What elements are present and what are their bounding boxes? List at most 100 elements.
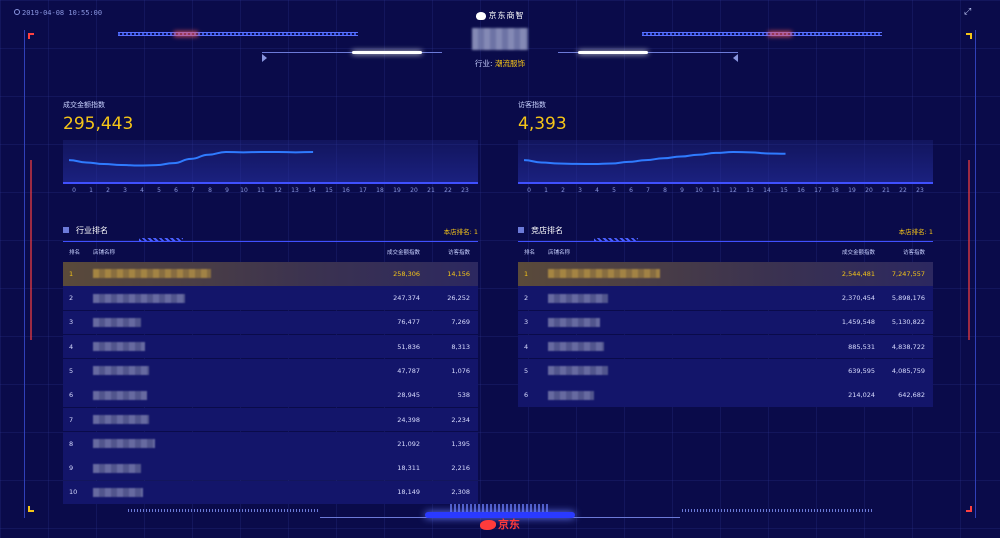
amount-cell: 639,595	[848, 366, 875, 375]
brand-logo-icon	[475, 11, 486, 20]
col-amount: 成交金额指数	[386, 250, 420, 256]
table-row[interactable]: 8 21,092 1,395	[63, 432, 478, 456]
table-row[interactable]: 9 18,311 2,216	[63, 456, 478, 480]
amount-cell: 258,306	[393, 269, 420, 278]
table-row[interactable]: 5 47,787 1,076	[63, 359, 478, 383]
hour-tick: 1	[89, 187, 93, 194]
amount-cell: 18,311	[397, 464, 420, 473]
fullscreen-icon[interactable]: ⤢	[964, 7, 972, 17]
amount-cell: 247,374	[393, 294, 420, 303]
visitors-cell: 2,216	[451, 464, 470, 473]
shop-name-blurred	[548, 366, 608, 376]
corner-decoration	[28, 506, 34, 512]
amount-cell: 21,092	[397, 439, 420, 448]
hour-tick: 11	[257, 187, 265, 194]
shop-name-cell	[548, 366, 791, 376]
side-accent	[30, 160, 33, 340]
square-icon	[63, 227, 69, 233]
shop-name-cell	[548, 293, 791, 303]
shop-name-cell	[93, 342, 336, 352]
shop-name-blurred	[93, 415, 149, 425]
footer-wing	[540, 506, 680, 518]
hour-tick: 17	[814, 187, 822, 194]
table-row[interactable]: 4 51,836 8,313	[63, 334, 478, 359]
timestamp: 2019-04-08 10:55:00	[22, 9, 103, 17]
table-row[interactable]: 1 2,544,481 7,247,557	[518, 262, 933, 286]
hour-tick: 23	[461, 187, 469, 194]
shop-name-blurred	[548, 342, 604, 352]
table-row[interactable]: 7 24,398 2,234	[63, 407, 478, 432]
table-row[interactable]: 1 258,306 14,156	[63, 262, 478, 286]
hour-tick: 8	[208, 187, 212, 194]
shop-name-cell	[548, 342, 791, 352]
corner-decoration	[28, 33, 34, 39]
hour-tick: 9	[225, 187, 229, 194]
rank-cell: 6	[69, 391, 74, 400]
hour-tick: 19	[848, 187, 856, 194]
col-visitors: 访客指数	[447, 250, 470, 256]
shop-name-blurred	[93, 293, 185, 303]
table-row[interactable]: 4 885,531 4,838,722	[518, 334, 933, 359]
rank-cell: 3	[69, 318, 74, 327]
hour-tick: 8	[663, 187, 667, 194]
rank-cell: 1	[69, 269, 74, 278]
col-rank: 排名	[69, 250, 81, 256]
footer: 京东	[0, 498, 1000, 538]
header-wing-left	[262, 51, 442, 70]
amount-cell: 47,787	[397, 366, 420, 375]
amount-cell: 1,459,548	[841, 318, 875, 327]
rank-cell: 2	[524, 294, 529, 303]
visitors-cell: 14,156	[447, 269, 470, 278]
hour-tick: 19	[393, 187, 401, 194]
industry-label: 行业:	[475, 59, 493, 68]
competitor-rank-table: 竞店排名 本店排名: 1 排名 店铺名称 成交金额指数 访客指数 1 2,544,…	[518, 222, 933, 408]
table-row[interactable]: 3 1,459,548 5,130,822	[518, 310, 933, 335]
table-header: 排名 店铺名称 成交金额指数 访客指数	[518, 242, 933, 262]
outer-frame	[24, 30, 976, 518]
amount-trend-svg	[68, 150, 314, 167]
shop-name-blurred	[93, 317, 141, 327]
visitors-cell: 4,085,759	[891, 366, 925, 375]
visitors-cell: 5,898,176	[891, 294, 925, 303]
shop-name-blurred	[93, 487, 143, 497]
shop-name-cell	[548, 390, 791, 400]
table-row[interactable]: 3 76,477 7,269	[63, 310, 478, 335]
hour-tick: 2	[561, 187, 565, 194]
shop-name-cell	[93, 415, 336, 425]
visitors-cell: 2,234	[451, 415, 470, 424]
table-row[interactable]: 6 214,024 642,682	[518, 383, 933, 407]
visitors-cell: 1,395	[451, 439, 470, 448]
table-row[interactable]: 2 2,370,454 5,898,176	[518, 286, 933, 310]
hour-tick: 12	[729, 187, 737, 194]
rank-cell: 8	[69, 439, 74, 448]
col-name: 店铺名称	[548, 250, 571, 256]
clock-icon	[14, 9, 20, 15]
shop-name-cell	[548, 317, 791, 327]
my-rank: 本店排名: 1	[898, 228, 933, 236]
table-row[interactable]: 10 18,149 2,308	[63, 480, 478, 505]
hour-tick: 9	[680, 187, 684, 194]
visitors-cell: 7,247,557	[891, 269, 925, 278]
industry-selector[interactable]: 行业: 潮流服饰	[0, 58, 1000, 69]
visitors-cell: 642,682	[898, 391, 925, 400]
table-row[interactable]: 5 639,595 4,085,759	[518, 359, 933, 383]
industry-value[interactable]: 潮流服饰	[494, 59, 525, 68]
hour-tick: 4	[595, 187, 599, 194]
hour-tick: 13	[291, 187, 299, 194]
col-visitors: 访客指数	[902, 250, 925, 256]
amount-cell: 76,477	[397, 318, 420, 327]
amount-cell: 18,149	[397, 488, 420, 497]
footer-wing	[320, 506, 460, 518]
rank-cell: 3	[524, 318, 529, 327]
rank-cell: 5	[524, 366, 529, 375]
table-row[interactable]: 6 28,945 538	[63, 383, 478, 407]
amount-cell: 24,398	[397, 415, 420, 424]
visitors-cell: 8,313	[451, 342, 470, 351]
shop-name-cell	[93, 390, 336, 400]
header-bar-left	[118, 30, 358, 38]
table-row[interactable]: 2 247,374 26,252	[63, 286, 478, 310]
shop-name-cell	[93, 463, 336, 473]
shop-name-blurred	[93, 269, 211, 279]
side-accent	[967, 160, 970, 340]
amount-cell: 885,531	[848, 342, 875, 351]
